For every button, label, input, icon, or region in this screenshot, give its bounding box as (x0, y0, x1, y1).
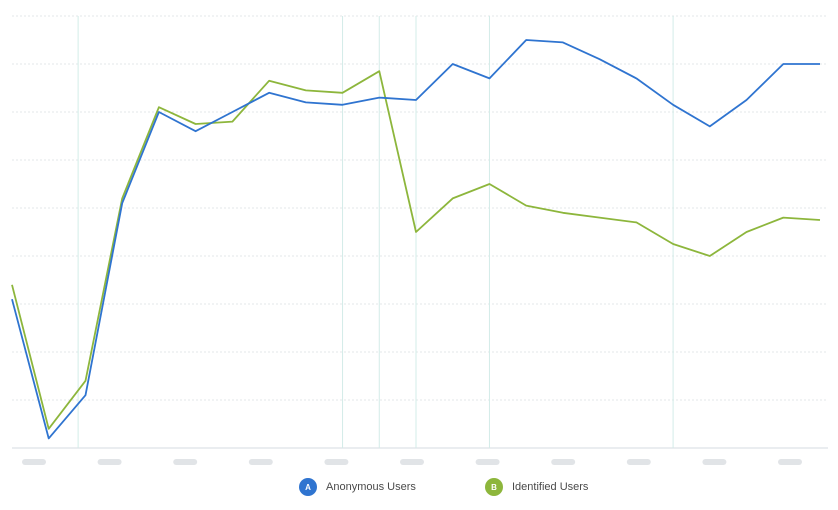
x-tick-label-3 (248, 459, 273, 465)
series-layer (11, 39, 821, 440)
x-axis-tick-labels (22, 459, 802, 465)
chart-canvas (11, 15, 828, 465)
legend-label-anonymous-users: Anonymous Users (326, 481, 416, 493)
x-tick-label-5 (400, 459, 424, 465)
x-tick-label-10 (778, 459, 802, 465)
x-tick-label-6 (475, 459, 500, 465)
series-line-anonymous-users[interactable] (11, 39, 820, 440)
vertical-markers (77, 16, 674, 448)
horizontal-gridlines (12, 15, 828, 449)
x-tick-label-2 (173, 459, 198, 465)
legend-item-identified-users[interactable]: B Identified Users (485, 478, 588, 496)
x-tick-label-0 (22, 459, 46, 465)
legend-badge-b: B (485, 478, 503, 496)
legend: A Anonymous Users B Identified Users (0, 478, 838, 500)
series-line-identified-users[interactable] (11, 70, 821, 430)
x-tick-label-1 (97, 459, 122, 465)
legend-badge-a: A (299, 478, 317, 496)
legend-item-anonymous-users[interactable]: A Anonymous Users (299, 478, 416, 496)
x-tick-label-8 (626, 459, 651, 465)
legend-label-identified-users: Identified Users (512, 481, 589, 493)
x-tick-label-9 (702, 459, 727, 465)
x-tick-label-4 (324, 459, 349, 465)
x-tick-label-7 (551, 459, 576, 465)
